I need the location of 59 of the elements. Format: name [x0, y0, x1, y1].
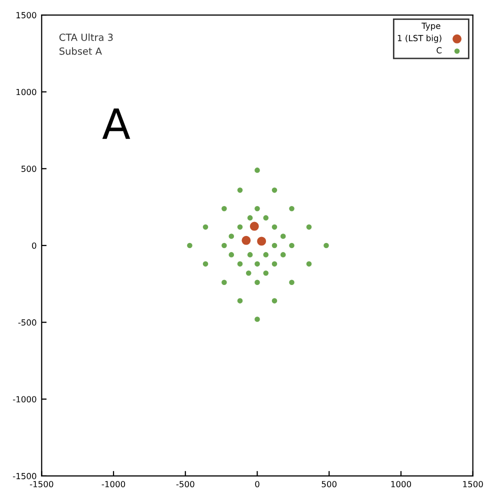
- point: [263, 252, 269, 258]
- point: [272, 242, 278, 248]
- point: [324, 242, 329, 248]
- y-tick-label: -1500: [12, 472, 36, 480]
- point: [202, 224, 208, 230]
- point: [242, 236, 251, 245]
- point: [289, 242, 294, 248]
- y-tick-label: 500: [22, 166, 36, 172]
- annotation: A: [102, 108, 130, 139]
- y-tick-label: -500: [18, 319, 36, 326]
- annotation: Subset A: [60, 47, 102, 55]
- point: [202, 261, 208, 267]
- annotation: CTA Ultra 3: [59, 33, 113, 41]
- y-tick-label: -1000: [12, 396, 36, 402]
- point: [254, 168, 260, 173]
- x-tick-label: 1000: [391, 480, 412, 488]
- point: [237, 224, 243, 230]
- point: [254, 316, 260, 322]
- x-tick-label: -1000: [102, 480, 126, 488]
- point: [250, 222, 259, 231]
- x-tick-label: 500: [322, 480, 337, 488]
- point: [257, 236, 266, 246]
- point: [306, 224, 312, 230]
- point: [222, 206, 227, 212]
- x-tick-label: -1500: [30, 480, 54, 488]
- point: [272, 224, 278, 230]
- point: [306, 261, 312, 267]
- point: [280, 252, 286, 258]
- legend-label: C: [436, 47, 442, 54]
- y-tick-label: 1500: [16, 12, 36, 18]
- point: [272, 298, 278, 304]
- x-tick-label: 0: [255, 480, 260, 488]
- point: [222, 242, 227, 248]
- point: [280, 234, 286, 239]
- point: [228, 252, 234, 258]
- point: [289, 280, 294, 286]
- point: [254, 261, 260, 267]
- point: [263, 215, 269, 220]
- point: [228, 234, 234, 239]
- point: [254, 206, 260, 212]
- point: [247, 215, 253, 220]
- point: [237, 298, 243, 304]
- x-tick-label: -500: [176, 480, 194, 488]
- point: [263, 270, 269, 276]
- x-tick-label: 1500: [463, 480, 483, 488]
- point: [272, 188, 278, 193]
- legend-title: Type: [422, 22, 440, 31]
- legend-label: 1 (LST big): [398, 34, 442, 43]
- point: [237, 188, 243, 193]
- point: [237, 261, 243, 267]
- point: [247, 252, 253, 258]
- point: [222, 280, 227, 286]
- y-tick-label: 0: [32, 242, 36, 249]
- y-tick-label: 1000: [16, 88, 36, 96]
- point: [272, 261, 278, 267]
- point: [246, 270, 252, 276]
- point: [254, 280, 260, 286]
- point: [289, 206, 294, 212]
- point: [187, 242, 192, 248]
